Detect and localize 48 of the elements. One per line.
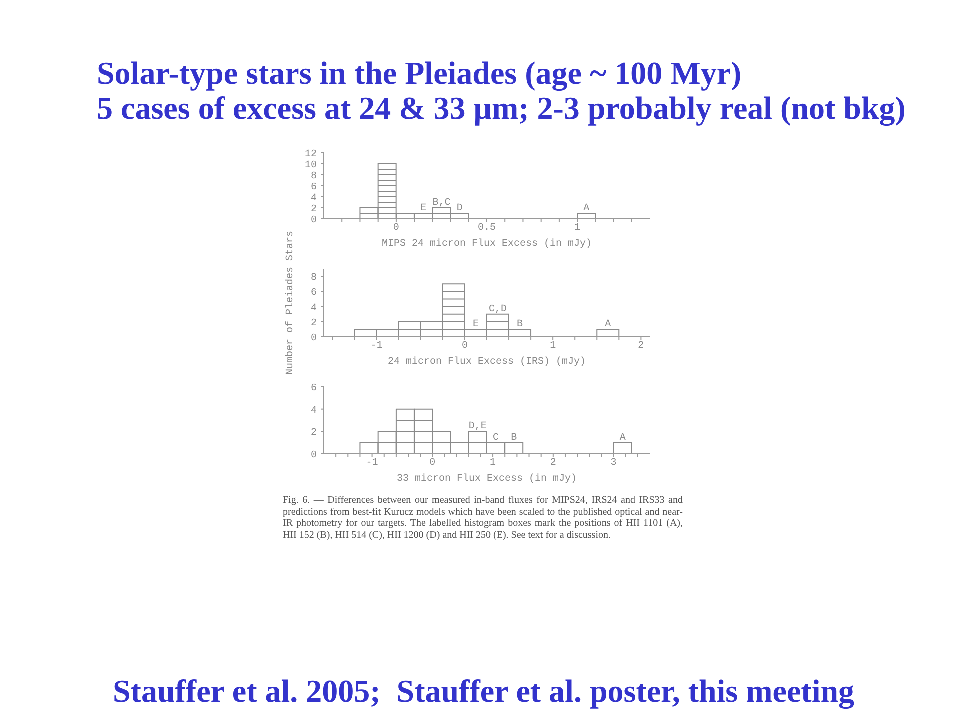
- annotation: E: [472, 319, 479, 330]
- y-tick-label: 0: [310, 334, 317, 345]
- x-tick-label: 2: [638, 341, 644, 352]
- y-tick-label: 2: [310, 204, 317, 216]
- y-tick-label: 6: [310, 288, 317, 300]
- caption: Fig. 6. — Differences between our measured in-band fluxes for MIPS24, IRS24 and IRS33 and predictions from best-fit Kurucz models which have been scaled to the published optical and near-IR photometry for our targets. The labelled histogram boxes mark the positions of HII 1101 (A), HII 152 (B), HII 514 (C), HII 1200 (D) and HII 250 (E). See text for a discussion.: [283, 495, 683, 542]
- x-tick-label: -1: [366, 458, 378, 470]
- y-tick-label: 0: [310, 216, 317, 227]
- x-axis-title: 33 micron Flux Excess (in mJy): [396, 473, 578, 485]
- x-tick-label: -1: [370, 341, 383, 352]
- annotation: B,C: [432, 198, 451, 209]
- x-tick-label: 1: [550, 341, 556, 352]
- annotation: C,D: [489, 304, 508, 316]
- y-tick-label: 6: [310, 384, 317, 395]
- x-axis-title: MIPS 24 micron Flux Excess (in mJy): [382, 238, 592, 250]
- annotation: C: [493, 432, 500, 444]
- x-tick-label: 1: [490, 458, 496, 470]
- annotation: A: [584, 204, 590, 214]
- y-tick-label: 4: [310, 406, 317, 417]
- y-tick-label: 8: [310, 273, 317, 284]
- y-tick-label: 0: [310, 450, 317, 462]
- y-tick-label: 6: [310, 182, 317, 194]
- y-tick-label: 4: [310, 303, 317, 314]
- y-tick-label: 8: [310, 172, 317, 183]
- annotation: B: [517, 319, 524, 330]
- annotation: E: [420, 204, 427, 214]
- y-tick-label: 10: [304, 160, 317, 172]
- annotation: A: [620, 432, 626, 444]
- annotation: A: [605, 319, 612, 330]
- y-axis-title: Number of Pleiades Stars: [284, 230, 297, 376]
- x-tick-label: 0.5: [478, 223, 496, 234]
- x-tick-label: 1: [574, 223, 581, 234]
- text: Stauffer et al. 2005; Stauffer et al. poster, this meeting: [113, 673, 855, 709]
- y-tick-label: 2: [310, 428, 317, 440]
- annotation: B: [511, 432, 518, 444]
- x-tick-label: 0: [430, 458, 436, 470]
- x-tick-label: 3: [610, 458, 617, 470]
- annotation: D,E: [468, 422, 487, 433]
- y-tick-label: 2: [310, 318, 317, 330]
- x-tick-label: 0: [393, 223, 400, 234]
- y-tick-label: 12: [304, 150, 317, 161]
- chart-title: Solar-type stars in the Pleiades (age ~ 100 Myr): [97, 55, 742, 91]
- x-tick-label: 0: [462, 341, 468, 352]
- y-tick-label: 4: [310, 194, 317, 205]
- chart-subtitle: 5 cases of excess at 24 & 33 μm; 2-3 probably real (not bkg): [97, 90, 906, 126]
- x-axis-title: 24 micron Flux Excess (IRS) (mJy): [388, 356, 586, 368]
- x-tick-label: 2: [550, 458, 556, 470]
- annotation: D: [456, 204, 463, 214]
